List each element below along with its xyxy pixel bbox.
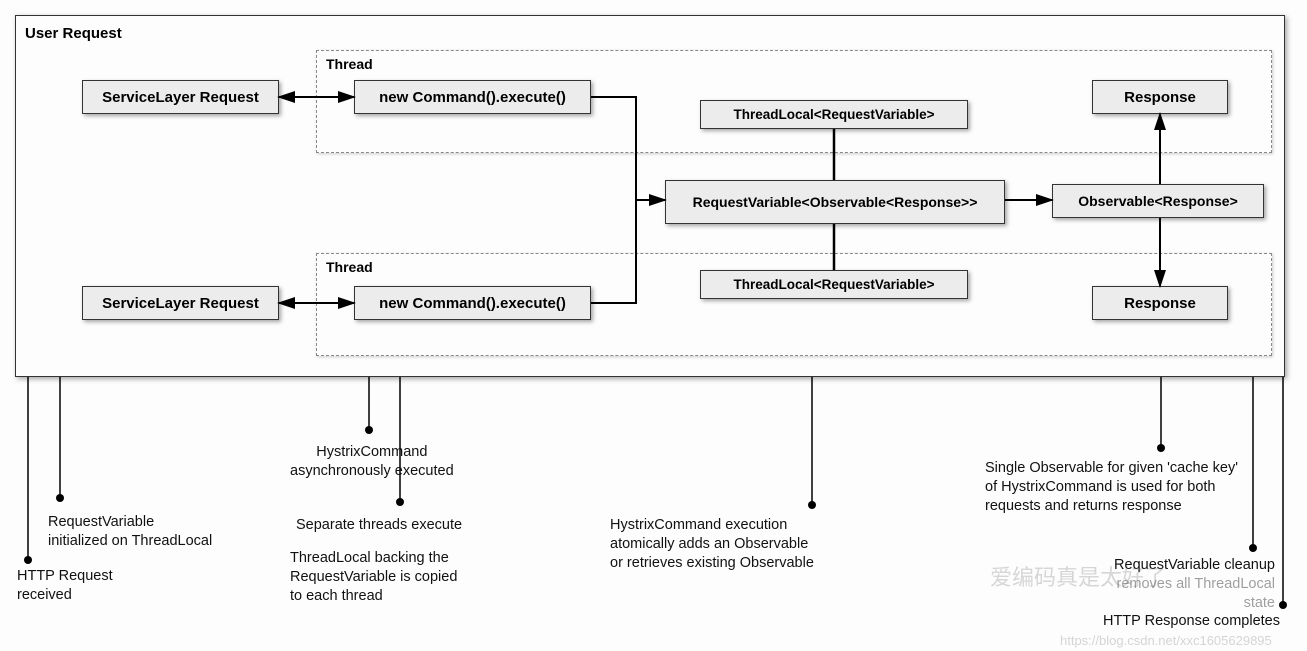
diagram-canvas: User Request Thread Thread ServiceLayer … [0,0,1307,651]
box-threadlocal1: ThreadLocal<RequestVariable> [700,100,968,129]
watermark-url: https://blog.csdn.net/xxc1605629895 [1060,633,1272,648]
annot-reqvar-init: RequestVariableinitialized on ThreadLoca… [48,513,212,551]
box-servicelayer2: ServiceLayer Request [82,286,279,320]
box-requestvariable: RequestVariable<Observable<Response>> [665,180,1005,224]
annot-http-resp: HTTP Response completes [1085,612,1280,631]
box-command1: new Command().execute() [354,80,591,114]
thread1-label: Thread [326,56,373,72]
box-observable: Observable<Response> [1052,184,1264,218]
box-command2: new Command().execute() [354,286,591,320]
annot-http-req: HTTP Requestreceived [17,567,113,605]
thread2-label: Thread [326,259,373,275]
box-threadlocal2: ThreadLocal<RequestVariable> [700,270,968,299]
box-response1: Response [1092,80,1228,114]
annot-sep-threads: Separate threads execute [296,516,462,535]
box-servicelayer1: ServiceLayer Request [82,80,279,114]
annot-hystrix-async: HystrixCommandasynchronously executed [290,443,454,481]
watermark-text: 爱编码真是太好了 [990,560,1166,592]
annot-hystrix-exec: HystrixCommand executionatomically adds … [610,516,814,573]
annot-single-obs: Single Observable for given 'cache key'o… [985,459,1238,516]
box-response2: Response [1092,286,1228,320]
annot-tl-backing: ThreadLocal backing theRequestVariable i… [290,549,457,606]
user-request-label: User Request [25,25,122,42]
